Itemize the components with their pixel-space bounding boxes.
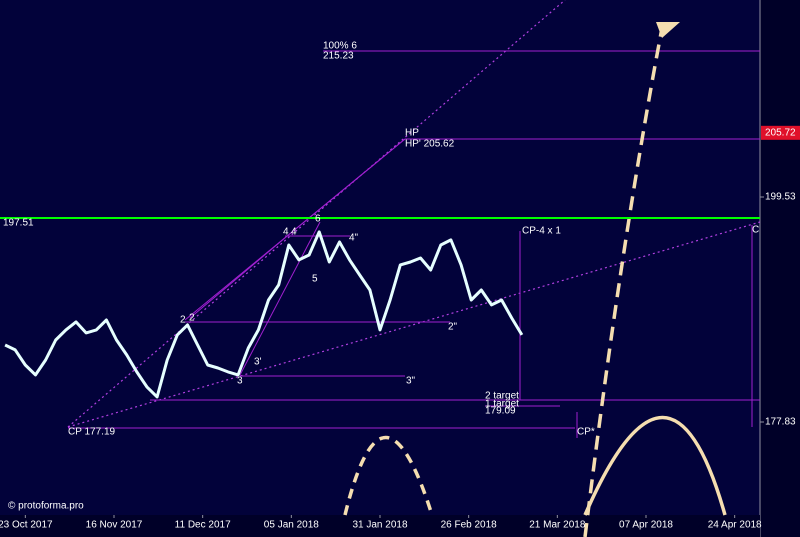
annotation: HP xyxy=(405,128,419,139)
annotation: CP* xyxy=(577,427,595,438)
annotation: CP 177.19 xyxy=(68,427,116,438)
projection-arrow xyxy=(583,27,664,537)
annotation: 100% 6 xyxy=(323,41,357,52)
wave-label: 4" xyxy=(349,233,359,244)
x-tick-label: 21 Mar 2018 xyxy=(529,520,586,531)
watermark: © protoforma.pro xyxy=(8,501,84,512)
annotation: 2 target xyxy=(485,391,519,402)
x-tick-label: 07 Apr 2018 xyxy=(619,520,673,531)
fan-line xyxy=(291,138,406,233)
annotation: C xyxy=(752,225,759,236)
fan-line xyxy=(189,231,293,319)
wave-label: 2 xyxy=(189,313,195,324)
reference-label: 197.51 xyxy=(3,218,34,229)
price-marker-label: 205.72 xyxy=(765,127,796,138)
trend-line xyxy=(67,221,761,428)
projection-arc xyxy=(583,415,727,516)
wave-label: 4 xyxy=(291,227,297,238)
x-tick-label: 05 Jan 2018 xyxy=(264,520,319,531)
wave-label: 4 xyxy=(283,227,289,238)
wave-label: 3' xyxy=(254,357,262,368)
wave-label: 2 xyxy=(180,315,186,326)
wave-label: 6 xyxy=(315,214,321,225)
annotation: CP-4 x 1 xyxy=(522,226,561,237)
annotation: HP' 205.62 xyxy=(405,139,455,150)
wave-label: 3" xyxy=(406,376,416,387)
price-line xyxy=(4,230,524,399)
arrow-head xyxy=(656,22,680,38)
x-tick-label: 31 Jan 2018 xyxy=(352,520,407,531)
annotation: 179.09 xyxy=(485,406,516,417)
x-tick-label: 11 Dec 2017 xyxy=(175,520,231,531)
projection-arc xyxy=(343,435,434,516)
annotation: 215.23 xyxy=(323,51,354,62)
wave-label: 2" xyxy=(448,322,458,333)
price-marker xyxy=(761,125,800,140)
fan-line xyxy=(239,221,321,376)
wave-label: 5 xyxy=(312,274,318,285)
x-tick-label: 26 Feb 2018 xyxy=(441,520,498,531)
annotation: 1 target xyxy=(485,399,519,410)
x-tick-label: 23 Oct 2017 xyxy=(0,520,53,531)
wave-label: 3 xyxy=(237,376,243,387)
drawings xyxy=(67,0,761,438)
trend-line xyxy=(67,0,566,428)
y-tick-label: 199.53 xyxy=(765,192,796,203)
price-axis xyxy=(760,0,800,537)
x-tick-label: 16 Nov 2017 xyxy=(86,520,143,531)
time-axis xyxy=(0,515,760,537)
y-tick-label: 177.83 xyxy=(765,417,796,428)
x-tick-label: 24 Apr 2018 xyxy=(708,520,762,531)
